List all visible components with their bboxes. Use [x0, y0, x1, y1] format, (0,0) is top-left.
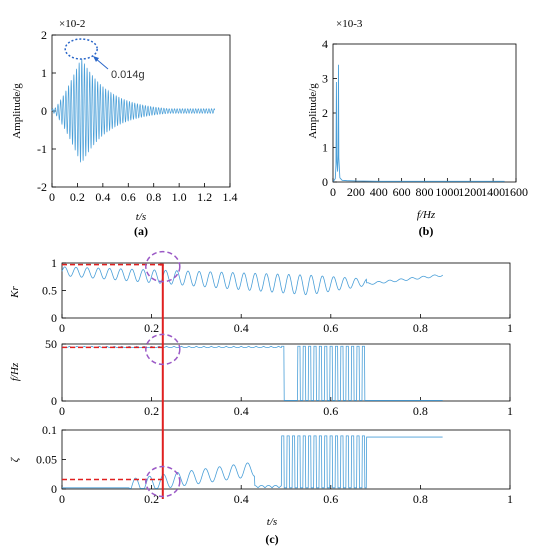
panel-c-kr-ylabel: Kr: [9, 285, 21, 298]
x-tick-label: 1.4: [223, 190, 238, 204]
panel-a-label: (a): [134, 224, 148, 238]
x-tick-label: 0.4: [95, 190, 110, 204]
x-tick-label: 1.2: [197, 190, 212, 204]
y-tick-label: 0: [51, 311, 57, 325]
y-tick-label: 2: [322, 106, 328, 120]
x-tick-label: 600: [393, 185, 411, 199]
x-tick-label: 0: [330, 185, 336, 199]
panel-a-ticks: 0 0.2 0.4 0.6 0.8 1.0 1.2 1.4 2 1 0 -1 -2: [37, 28, 238, 204]
x-tick-label: 0: [59, 321, 65, 335]
x-tick-label: 1: [507, 492, 513, 506]
y-tick-label: 0: [322, 175, 328, 189]
freq-highlight-circle: [145, 333, 181, 366]
y-tick-label: 1: [41, 66, 47, 80]
panel-c-kr-subplot: 0 0.2 0.4 0.6 0.8 1 1 0.5 0 Kr: [9, 256, 513, 335]
panel-b-ylabel: Amplitude/g: [307, 83, 319, 139]
x-tick-label: 0.8: [413, 492, 428, 506]
x-tick-label: 1400: [481, 185, 505, 199]
x-tick-label: 0.4: [234, 321, 249, 335]
y-tick-label: 0: [51, 394, 57, 408]
y-tick-label: 0.05: [36, 453, 57, 467]
panel-a-signal-line: [51, 58, 216, 163]
panel-a-annotation-arrowhead: [93, 56, 99, 62]
panel-c-freq-ylabel: f/Hz: [9, 362, 21, 381]
panel-b-multiplier: ×10-3: [336, 18, 363, 30]
panel-c-zeta-line: [62, 435, 443, 489]
panel-b-axes-box: [332, 43, 517, 183]
panel-b-label: (b): [419, 224, 434, 238]
x-tick-label: 0.6: [323, 492, 338, 506]
y-tick-label: 50: [45, 337, 57, 351]
panel-a-xlabel: t/s: [136, 211, 146, 223]
panel-c-kr-ticks: 0 0.2 0.4 0.6 0.8 1 1 0.5 0: [42, 256, 513, 335]
x-tick-label: 0.2: [144, 404, 159, 418]
panel-c-identification: 0 0.2 0.4 0.6 0.8 110.50 Kr 0 0.2 0.4 0.6 0.8 1500…: [9, 250, 513, 546]
x-tick-label: 1000: [435, 185, 459, 199]
x-tick-label: 1200: [458, 185, 482, 199]
x-tick-label: 0: [49, 190, 55, 204]
panel-c-zeta-ylabel: ζ: [9, 456, 21, 462]
panel-b-spectrum-line: [332, 64, 505, 182]
kr-highlight-circle: [145, 250, 181, 283]
x-tick-label: 1: [507, 404, 513, 418]
y-tick-label: 0.5: [42, 284, 57, 298]
x-tick-label: 0.4: [234, 492, 249, 506]
y-tick-label: -2: [37, 180, 47, 194]
x-tick-label: 0: [59, 492, 65, 506]
panel-c-xlabel: t/s: [267, 516, 277, 528]
x-tick-label: 0.4: [234, 404, 249, 418]
panel-c-kr-line: [61, 266, 444, 296]
panel-a-peak-circle: [64, 38, 98, 60]
x-tick-label: 0.6: [323, 404, 338, 418]
panel-a-annotation: 0.014g: [111, 69, 145, 81]
y-tick-label: 0: [41, 104, 47, 118]
x-tick-label: 0.8: [146, 190, 161, 204]
panel-c-zeta-subplot: 0 0.2 0.4 0.6 0.8 1 0.1 0.05 0 ζ t/s: [9, 423, 513, 528]
zeta-highlight-circle: [145, 465, 181, 498]
panel-c-label: (c): [265, 532, 278, 546]
x-tick-label: 1.0: [172, 190, 187, 204]
panel-c-freq-subplot: 0 0.2 0.4 0.6 0.8 1 50 0 f/Hz: [9, 337, 513, 418]
x-tick-label: 0.6: [121, 190, 136, 204]
y-tick-label: 3: [322, 72, 328, 86]
panel-a-ylabel: Amplitude/g: [11, 83, 23, 139]
panel-c-reference-markers: [62, 250, 181, 499]
panel-c-zeta-ticks: 0 0.2 0.4 0.6 0.8 1 0.1 0.05 0: [36, 423, 513, 506]
x-tick-label: 0.2: [144, 321, 159, 335]
y-tick-label: 4: [322, 37, 328, 51]
x-tick-label: 0.6: [323, 321, 338, 335]
panel-c-freq-axes-box: [61, 343, 511, 402]
y-tick-label: 1: [322, 141, 328, 155]
y-tick-label: -1: [37, 142, 47, 156]
x-tick-label: 400: [370, 185, 388, 199]
panel-c-kr-axes-box: [61, 262, 511, 319]
x-tick-label: 0.2: [70, 190, 85, 204]
x-tick-label: 0.2: [144, 492, 159, 506]
x-tick-label: 200: [347, 185, 365, 199]
x-tick-label: 0.8: [413, 404, 428, 418]
y-tick-label: 0.1: [42, 423, 57, 437]
x-tick-label: 1600: [504, 185, 528, 199]
y-tick-label: 0: [51, 482, 57, 496]
x-tick-label: 0.8: [413, 321, 428, 335]
x-tick-label: 0: [59, 404, 65, 418]
panel-b-xlabel: f/Hz: [417, 209, 436, 221]
panel-a-multiplier: ×10-2: [59, 18, 85, 30]
y-tick-label: 1: [51, 256, 57, 270]
panel-c-freq-ticks: 0 0.2 0.4 0.6 0.8 1 50 0: [45, 337, 513, 418]
panel-c-freq-line: [61, 345, 443, 401]
y-tick-label: 2: [41, 28, 47, 42]
x-tick-label: 800: [416, 185, 434, 199]
x-tick-label: 1: [507, 321, 513, 335]
